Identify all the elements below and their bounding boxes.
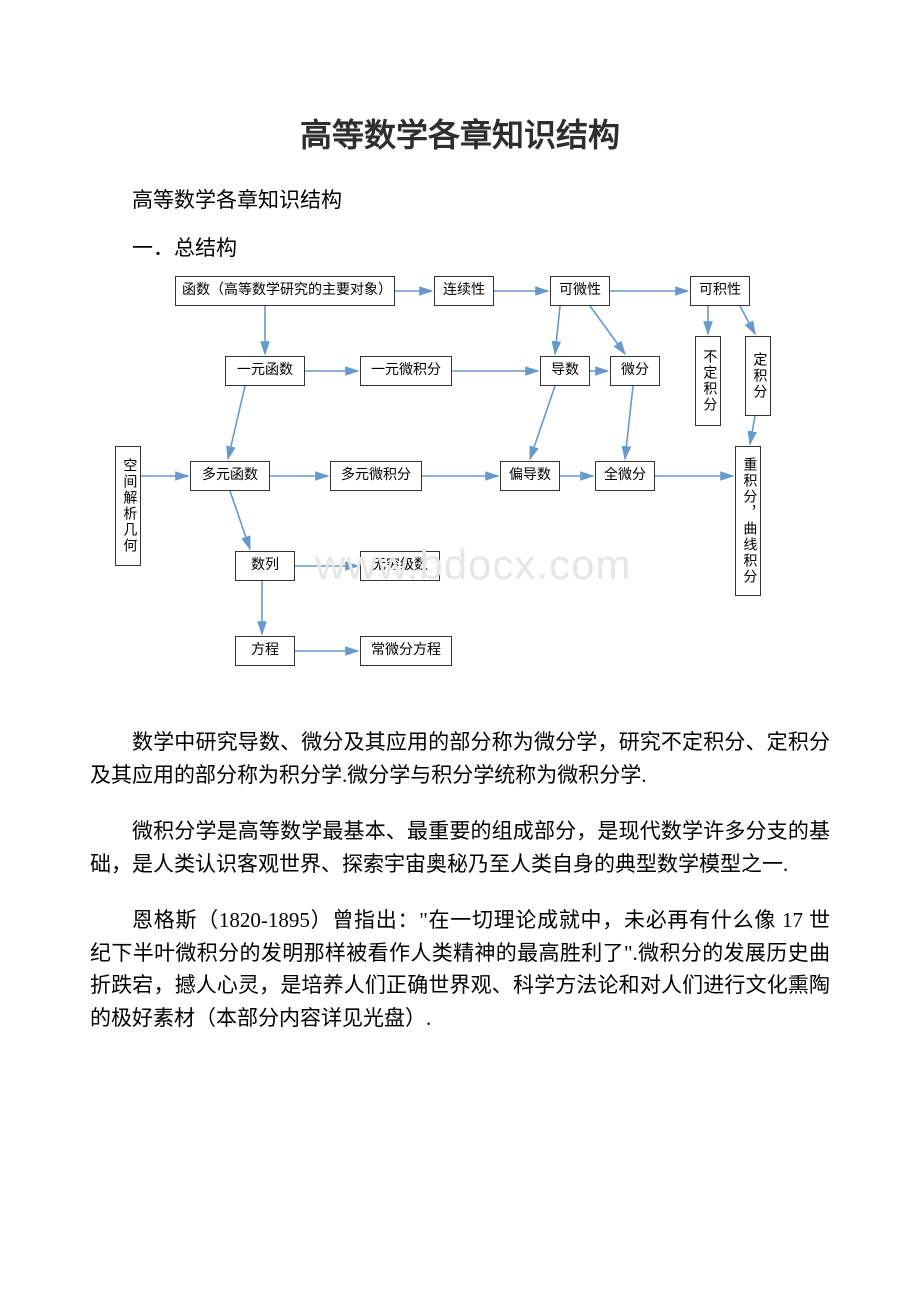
flowchart-node-n17: 无穷级数 [360, 551, 440, 581]
flowchart-node-n10: 空间解析几何 [115, 446, 141, 566]
flowchart-node-n0: 函数（高等数学研究的主要对象） [175, 276, 395, 306]
flowchart-node-n14: 全微分 [595, 461, 655, 491]
flowchart-container: 函数（高等数学研究的主要对象） 连续性 可微性 可积性一元函数 一元微积分 导数微分 不定积… [90, 276, 830, 686]
flowchart-node-n4: 一元函数 [225, 356, 305, 386]
flowchart-arrow [228, 386, 245, 459]
flowchart-arrow [555, 306, 560, 354]
flowchart-arrow [750, 416, 755, 444]
flowchart-node-n12: 多元微积分 [330, 461, 422, 491]
flowchart-node-n6: 导数 [540, 356, 590, 386]
flowchart-node-n19: 常微分方程 [360, 636, 452, 666]
subtitle-2: 一．总结构 [90, 232, 830, 262]
flowchart-arrow [625, 386, 633, 459]
flowchart-node-n18: 方程 [235, 636, 295, 666]
flowchart-node-n1: 连续性 [434, 276, 494, 306]
paragraph-2: 微积分学是高等数学最基本、最重要的组成部分，是现代数学许多分支的基础，是人类认识… [90, 815, 830, 880]
flowchart-node-n7: 微分 [610, 356, 660, 386]
flowchart-arrow [530, 386, 555, 459]
flowchart-node-n3: 可积性 [690, 276, 750, 306]
flowchart-arrow [590, 306, 625, 354]
flowchart-node-n9: 定积分 [745, 336, 771, 416]
flowchart-arrow [740, 306, 755, 334]
page-title: 高等数学各章知识结构 [90, 110, 830, 156]
paragraph-3: 恩格斯（1820-1895）曾指出："在一切理论成就中，未必再有什么像 17 世… [90, 904, 830, 1034]
flowchart-node-n16: 数列 [235, 551, 295, 581]
flowchart-arrow [230, 491, 250, 549]
flowchart-node-n13: 偏导数 [500, 461, 560, 491]
flowchart-node-n5: 一元微积分 [360, 356, 452, 386]
flowchart-node-n8: 不定积分 [695, 336, 721, 426]
paragraph-1: 数学中研究导数、微分及其应用的部分称为微分学，研究不定积分、定积分及其应用的部分… [90, 726, 830, 791]
flowchart-node-n11: 多元函数 [190, 461, 270, 491]
flowchart-node-n2: 可微性 [550, 276, 610, 306]
subtitle-1: 高等数学各章知识结构 [90, 184, 830, 214]
flowchart-node-n15: 重积分，曲线积分 [735, 446, 761, 596]
